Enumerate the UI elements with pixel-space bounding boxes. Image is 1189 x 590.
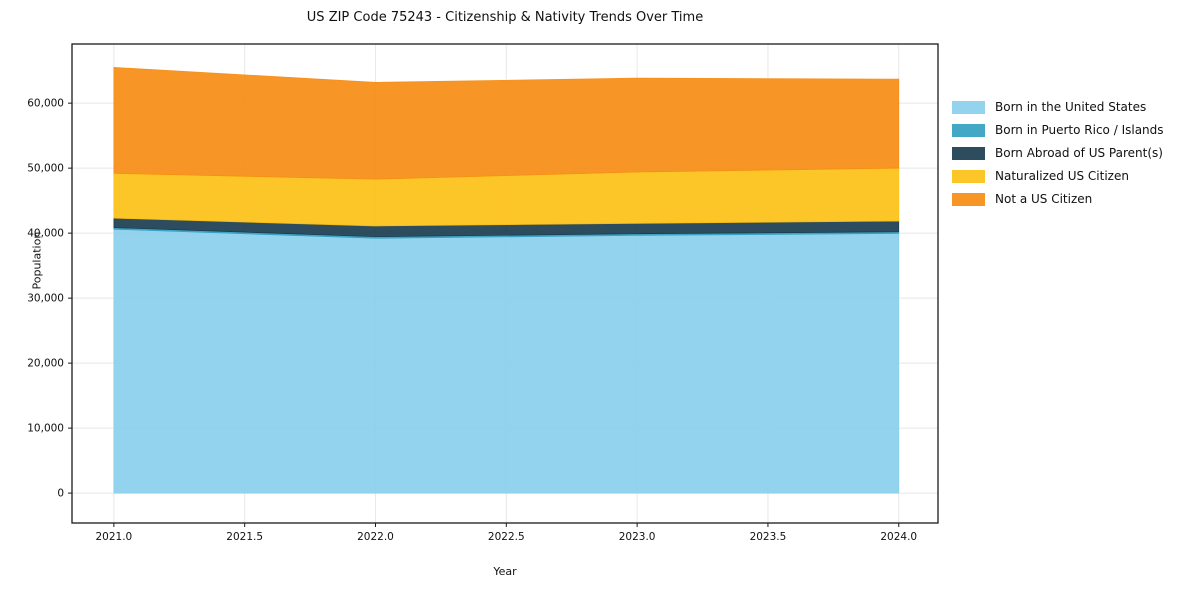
- y-tick-label: 10,000: [27, 423, 64, 435]
- legend-swatch-icon: [952, 100, 985, 114]
- legend-label: Naturalized US Citizen: [995, 169, 1129, 183]
- legend-label: Not a US Citizen: [995, 192, 1093, 206]
- legend-label: Born in Puerto Rico / Islands: [995, 123, 1164, 137]
- y-axis-label: Population: [30, 231, 44, 290]
- y-tick-label: 0: [57, 488, 64, 500]
- legend-swatch-icon: [952, 123, 985, 137]
- x-axis-label: Year: [493, 565, 517, 578]
- x-tick-label: 2021.0: [95, 531, 132, 543]
- legend-item: Naturalized US Citizen: [952, 169, 1164, 183]
- plot-border: [71, 43, 939, 524]
- x-tick-label: 2022.0: [357, 531, 394, 543]
- legend-label: Born Abroad of US Parent(s): [995, 146, 1163, 160]
- legend-item: Born Abroad of US Parent(s): [952, 146, 1164, 160]
- y-tick-label: 40,000: [27, 228, 64, 240]
- x-tick-label: 2022.5: [488, 531, 525, 543]
- x-tick-label: 2024.0: [880, 531, 917, 543]
- area-band: [113, 67, 900, 180]
- x-tick-label: 2023.0: [619, 531, 656, 543]
- y-tick-label: 30,000: [27, 293, 64, 305]
- legend-swatch-icon: [952, 192, 985, 206]
- legend: Born in the United States Born in Puerto…: [952, 100, 1164, 206]
- x-tick-label: 2021.5: [226, 531, 263, 543]
- area-band: [113, 228, 900, 494]
- y-tick-label: 60,000: [27, 98, 64, 110]
- legend-item: Born in the United States: [952, 100, 1164, 114]
- y-tick-label: 50,000: [27, 163, 64, 175]
- legend-item: Not a US Citizen: [952, 192, 1164, 206]
- x-tick-label: 2023.5: [750, 531, 787, 543]
- legend-item: Born in Puerto Rico / Islands: [952, 123, 1164, 137]
- area-band: [113, 167, 900, 227]
- chart-title: US ZIP Code 75243 - Citizenship & Nativi…: [306, 10, 704, 25]
- y-tick-label: 20,000: [27, 358, 64, 370]
- legend-swatch-icon: [952, 169, 985, 183]
- legend-label: Born in the United States: [995, 100, 1147, 114]
- legend-swatch-icon: [952, 146, 985, 160]
